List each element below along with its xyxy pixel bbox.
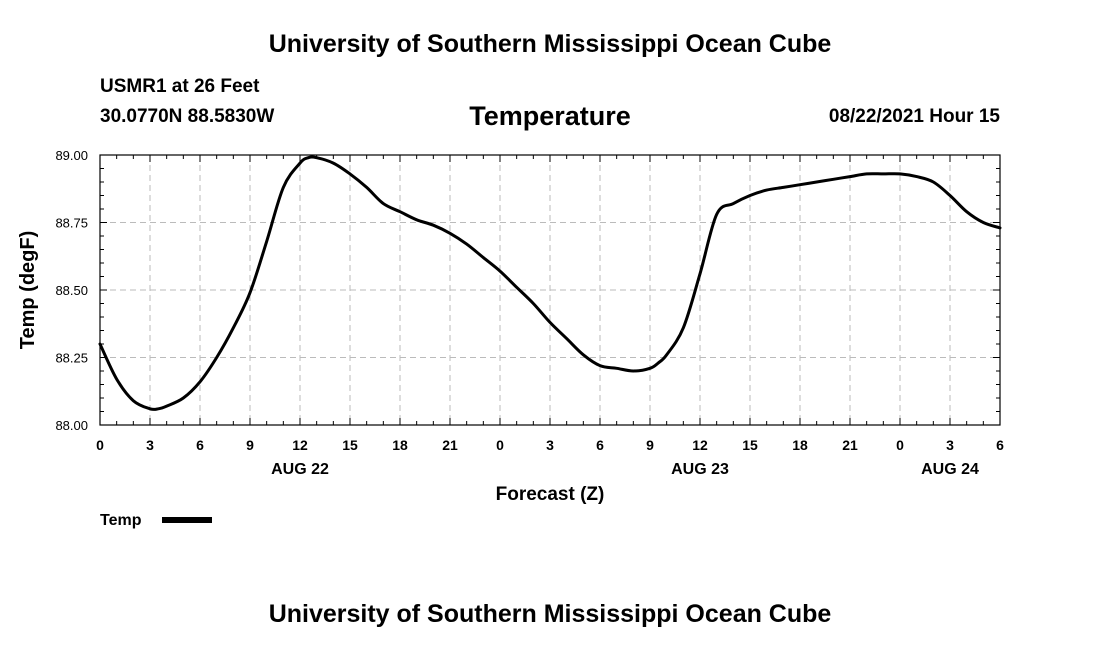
x-tick-label: 3 xyxy=(146,437,154,453)
x-tick-label: 12 xyxy=(692,437,708,453)
x-tick-label: 0 xyxy=(96,437,104,453)
chart-title: Temperature xyxy=(469,101,631,131)
chart-grid xyxy=(100,155,1000,425)
legend-label: Temp xyxy=(100,512,142,529)
x-tick-label: 6 xyxy=(996,437,1004,453)
x-tick-label: 12 xyxy=(292,437,308,453)
x-day-label: AUG 24 xyxy=(921,461,979,478)
y-tick-label: 88.25 xyxy=(55,351,88,366)
x-axis-title: Forecast (Z) xyxy=(496,484,605,505)
x-tick-label: 3 xyxy=(946,437,954,453)
x-tick-label: 9 xyxy=(246,437,254,453)
x-tick-label: 9 xyxy=(646,437,654,453)
y-tick-label: 89.00 xyxy=(55,148,88,163)
chart-axes xyxy=(99,154,1001,426)
x-tick-label: 3 xyxy=(546,437,554,453)
x-tick-label: 15 xyxy=(742,437,758,453)
x-tick-label: 0 xyxy=(896,437,904,453)
x-tick-label: 18 xyxy=(392,437,408,453)
x-tick-label: 18 xyxy=(792,437,808,453)
x-tick-label: 21 xyxy=(442,437,458,453)
x-tick-label: 6 xyxy=(596,437,604,453)
y-tick-label: 88.75 xyxy=(55,216,88,231)
station-coordinates: 30.0770N 88.5830W xyxy=(100,106,275,127)
station-label: USMR1 at 26 Feet xyxy=(100,76,260,97)
x-tick-label: 0 xyxy=(496,437,504,453)
footer-title: University of Southern Mississippi Ocean… xyxy=(268,600,832,628)
plot-frame xyxy=(99,154,1001,426)
chart-labels: 0 3 6 9 12 15 18 21 0 3 6 9 12 15 18 21 0 3 6 88.00 88.25 88.… xyxy=(17,148,1004,529)
series-line-temp xyxy=(98,155,1002,412)
chart-series xyxy=(98,155,1002,412)
page-title: University of Southern Mississippi Ocean… xyxy=(268,30,832,58)
y-tick-label: 88.50 xyxy=(55,283,88,298)
x-tick-label: 21 xyxy=(842,437,858,453)
x-day-label: AUG 22 xyxy=(271,461,329,478)
x-tick-label: 15 xyxy=(342,437,358,453)
y-axis-title: Temp (degF) xyxy=(17,231,39,350)
forecast-datetime: 08/22/2021 Hour 15 xyxy=(828,106,1000,127)
y-tick-label: 88.00 xyxy=(55,418,88,433)
x-day-label: AUG 23 xyxy=(671,461,729,478)
x-tick-label: 6 xyxy=(196,437,204,453)
